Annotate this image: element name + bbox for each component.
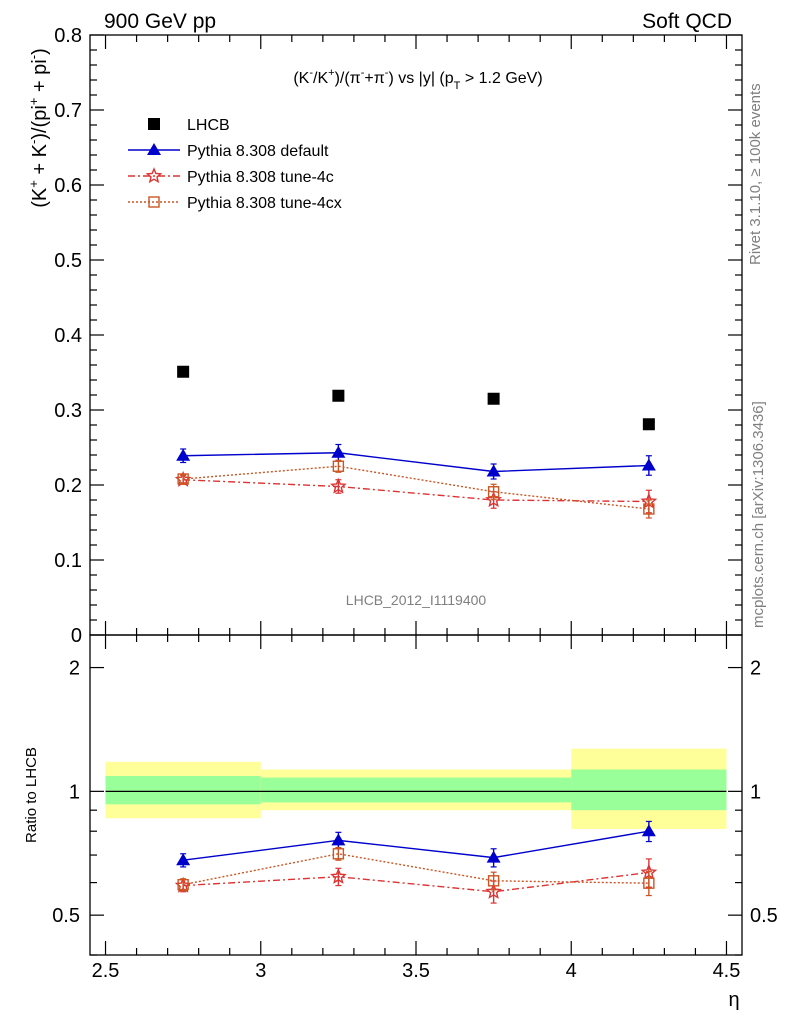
main-point-tune4cx — [643, 503, 655, 515]
ratio-point-tune4c — [329, 867, 347, 884]
y-tick-label: 0.3 — [54, 400, 82, 422]
main-point-tune4c — [329, 477, 347, 494]
ratio-y-tick-label: 2 — [69, 658, 80, 680]
plot-title: (K-/K+)/(π-+π-) vs |y| (pT > 1.2 GeV) — [293, 67, 542, 92]
ratio-band-inner-1 — [260, 777, 416, 803]
ratio-point-default — [641, 824, 656, 837]
y-axis-label-main: (K+ + K-)/(pi+ + pi-) — [26, 48, 51, 208]
x-tick-label: 4 — [566, 960, 577, 982]
main-point-data — [332, 389, 345, 402]
legend-label-tune4c: Pythia 8.308 tune-4c — [187, 169, 334, 186]
analysis-label: LHCB_2012_I1119400 — [346, 592, 487, 608]
main-point-default — [331, 445, 346, 458]
y-tick-label: 0.8 — [54, 25, 82, 47]
ratio-point-tune4cx — [177, 878, 189, 891]
ratio-point-tune4cx — [332, 848, 345, 860]
x-tick-label: 3.5 — [402, 960, 430, 982]
ratio-point-tune4cx — [487, 875, 500, 887]
main-line-tune4cx — [183, 465, 649, 510]
main-point-tune4cx — [177, 473, 189, 485]
y-axis-label-ratio: Ratio to LHCB — [23, 747, 40, 843]
y-tick-label: 0.7 — [54, 100, 82, 122]
ratio-frame — [89, 634, 743, 956]
main-point-data — [487, 392, 500, 405]
legend-label-default: Pythia 8.308 default — [187, 143, 329, 160]
y-tick-label: 0 — [71, 625, 82, 647]
main-point-tune4cx — [487, 486, 500, 498]
x-axis-label: η — [728, 989, 739, 1011]
x-tick-label: 2.5 — [92, 960, 120, 982]
main-point-default — [176, 448, 191, 461]
rivet-label: Rivet 3.1.10, ≥ 100k events — [747, 83, 764, 265]
main-point-data — [177, 365, 190, 378]
ratio-point-default — [486, 850, 501, 863]
ratio-point-default — [176, 853, 191, 866]
ratio-band-inner-0 — [105, 775, 261, 805]
main-point-default — [486, 464, 501, 477]
main-point-tune4cx — [332, 460, 345, 472]
ratio-line-default — [183, 830, 649, 861]
ratio-y-tick-label: 1 — [69, 781, 80, 803]
ratio-line-tune4c — [183, 871, 649, 893]
ratio-point-tune4c — [485, 882, 503, 899]
y-tick-label: 0.2 — [54, 475, 82, 497]
legend: LHCB Pythia 8.308 default Pythia 8.308 tun… — [128, 117, 342, 212]
ratio-y-tick-label-right: 1 — [750, 781, 761, 803]
ratio-panel: 2.5 3 3.5 4 4.5 0.5 0.5 1 1 2 2 — [52, 634, 778, 982]
x-tick-label: 3 — [255, 960, 266, 982]
legend-marker-data — [148, 118, 160, 130]
main-line-tune4c — [183, 479, 649, 503]
legend-marker-tune4cx — [148, 196, 160, 208]
main-point-tune4c — [485, 491, 503, 508]
ratio-point-default — [331, 833, 346, 846]
y-tick-label: 0.5 — [54, 250, 82, 272]
ratio-point-tune4cx — [643, 877, 655, 889]
x-tick-label: 4.5 — [713, 960, 741, 982]
main-panel: 0 0.1 0.2 0.3 0.4 0.5 0.6 0.7 0.8 — [54, 25, 743, 955]
ratio-line-tune4cx — [183, 853, 649, 886]
ratio-y-tick-label: 0.5 — [52, 905, 80, 927]
main-point-default — [641, 458, 656, 471]
legend-marker-tune4c — [145, 167, 163, 184]
y-tick-label: 0.1 — [54, 550, 82, 572]
ratio-y-tick-label-right: 0.5 — [750, 905, 778, 927]
ratio-band-inner-2 — [416, 777, 572, 803]
legend-marker-default — [147, 143, 161, 155]
legend-label-data: LHCB — [187, 117, 230, 134]
ratio-y-tick-label-right: 2 — [750, 658, 761, 680]
header-left: 900 GeV pp — [104, 10, 216, 33]
y-tick-label: 0.4 — [54, 325, 82, 347]
header-right: Soft QCD — [642, 10, 732, 33]
main-line-default — [183, 452, 649, 473]
legend-label-tune4cx: Pythia 8.308 tune-4cx — [187, 195, 342, 212]
main-point-data — [642, 418, 655, 431]
mcplots-label: mcplots.cern.ch [arXiv:1306.3436] — [750, 401, 767, 628]
y-tick-label: 0.6 — [54, 175, 82, 197]
ratio-band-inner-3 — [571, 769, 727, 811]
